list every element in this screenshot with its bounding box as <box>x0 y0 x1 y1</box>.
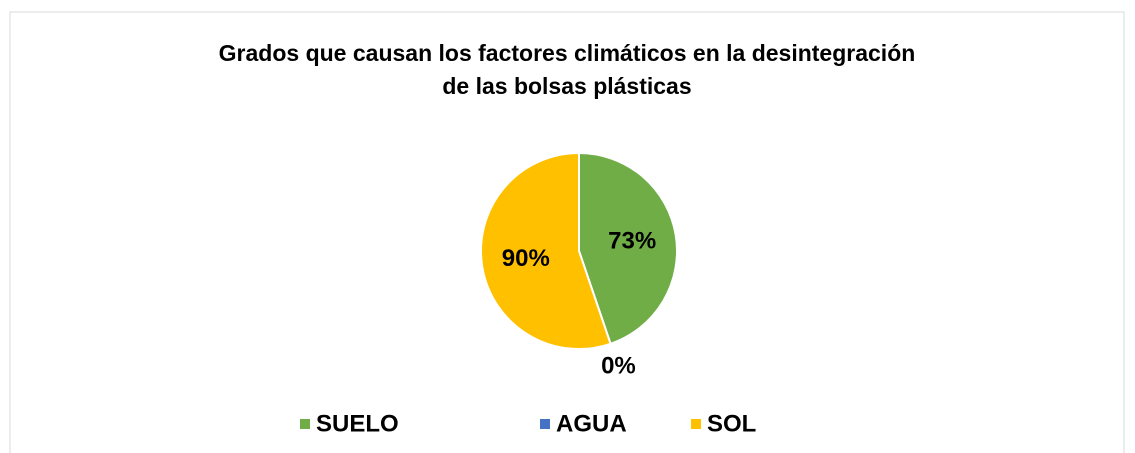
legend-label: SUELO <box>316 410 399 437</box>
data-label: 90% <box>502 245 550 272</box>
pie-slice <box>479 151 612 350</box>
legend-swatch <box>691 419 701 429</box>
data-label: 73% <box>608 228 656 255</box>
pie-slice <box>578 151 678 346</box>
chart-title: de las bolsas plásticas <box>442 73 691 99</box>
data-label: 0% <box>601 352 636 379</box>
legend-label: AGUA <box>556 410 627 437</box>
chart-border <box>9 11 1125 453</box>
legend-swatch <box>300 419 310 429</box>
chart-title: Grados que causan los factores climático… <box>219 40 916 66</box>
legend-label: SOL <box>707 410 756 437</box>
legend-swatch <box>540 419 550 429</box>
